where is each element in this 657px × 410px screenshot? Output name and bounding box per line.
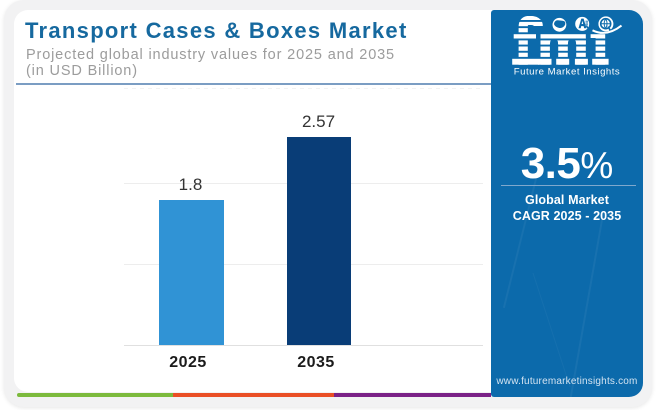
svg-text:Future Market Insights: Future Market Insights	[514, 67, 620, 78]
